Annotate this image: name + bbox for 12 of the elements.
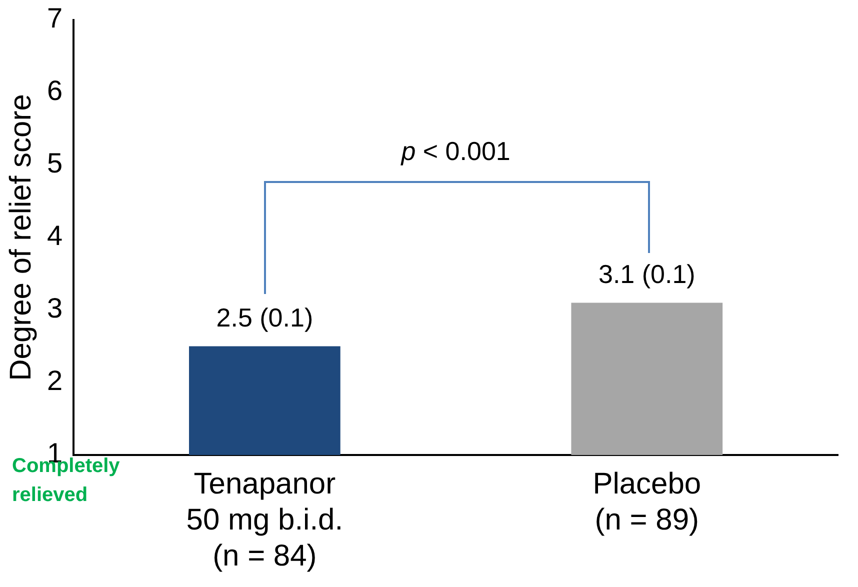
y-axis-title: Degree of relief score bbox=[4, 94, 38, 381]
x-tick-label: Placebo (n = 89) bbox=[592, 467, 702, 536]
annotation: p < 0.001 bbox=[401, 136, 510, 167]
data-label: 3.1 (0.1) bbox=[598, 258, 696, 289]
y-tick-label: 7 bbox=[46, 2, 63, 34]
x-tick-label: Tenapanor 50 mg b.i.d. (n = 84) bbox=[186, 467, 344, 572]
y-tick-label: 4 bbox=[46, 220, 63, 252]
y-tick-label: 2 bbox=[46, 365, 63, 396]
y-tick-label: 6 bbox=[46, 75, 63, 106]
y-tick-label: 3 bbox=[46, 292, 63, 324]
y-tick-label: 5 bbox=[46, 148, 63, 179]
data-label: 2.5 (0.1) bbox=[216, 302, 314, 332]
